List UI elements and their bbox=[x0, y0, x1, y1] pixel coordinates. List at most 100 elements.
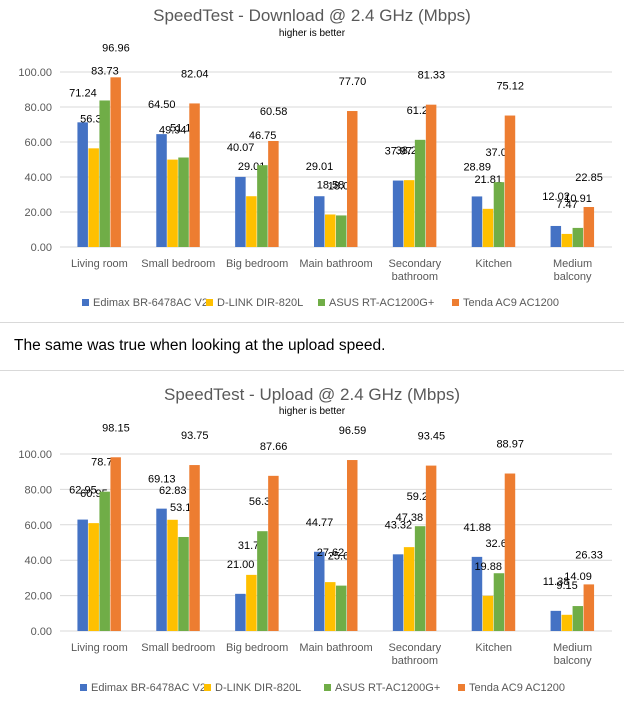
bar bbox=[246, 196, 257, 247]
data-label: 69.13 bbox=[148, 474, 176, 486]
bar bbox=[325, 582, 336, 631]
bar bbox=[156, 508, 167, 631]
y-tick-label: 60.00 bbox=[24, 137, 52, 149]
legend-swatch bbox=[318, 299, 325, 306]
data-label: 46.75 bbox=[249, 130, 277, 142]
data-label: 47.38 bbox=[396, 512, 424, 524]
bar bbox=[314, 551, 325, 631]
x-tick-label: balcony bbox=[554, 271, 592, 283]
data-label: 88.97 bbox=[496, 439, 524, 451]
bar bbox=[493, 573, 505, 631]
bar bbox=[88, 148, 99, 247]
x-tick-label: Kitchen bbox=[475, 258, 512, 270]
y-tick-label: 20.00 bbox=[24, 207, 52, 219]
bar bbox=[235, 176, 246, 247]
data-label: 27.62 bbox=[317, 547, 345, 559]
chart-title: SpeedTest - Download @ 2.4 GHz (Mbps) bbox=[153, 6, 471, 25]
x-tick-label: Main bathroom bbox=[299, 258, 372, 270]
data-label: 87.66 bbox=[260, 441, 288, 453]
data-label: 98.15 bbox=[102, 422, 130, 434]
legend-swatch bbox=[458, 684, 465, 691]
y-tick-label: 0.00 bbox=[31, 626, 52, 638]
x-tick-label: Living room bbox=[71, 642, 128, 654]
bar bbox=[110, 457, 121, 631]
data-label: 96.96 bbox=[102, 42, 130, 54]
data-label: 64.50 bbox=[148, 99, 176, 111]
chart-title: SpeedTest - Upload @ 2.4 GHz (Mbps) bbox=[164, 385, 460, 404]
divider-line bbox=[0, 370, 624, 371]
bar bbox=[336, 585, 347, 631]
legend-entry: Tenda AC9 AC1200 bbox=[469, 682, 565, 694]
data-label: 96.59 bbox=[339, 425, 367, 437]
data-label: 71.24 bbox=[69, 87, 97, 99]
data-label: 41.88 bbox=[463, 522, 491, 534]
bar bbox=[482, 208, 494, 247]
bar bbox=[425, 465, 437, 631]
bar bbox=[550, 610, 562, 631]
legend-entry: Edimax BR-6478AC V2 bbox=[93, 297, 208, 309]
data-label: 40.07 bbox=[227, 142, 255, 154]
bar bbox=[268, 140, 279, 247]
data-label: 26.33 bbox=[575, 549, 603, 561]
x-tick-label: Kitchen bbox=[475, 642, 512, 654]
bar bbox=[257, 531, 268, 631]
bar bbox=[403, 180, 415, 247]
download-chart-plot: 0.0020.0040.0060.0080.00100.0071.2456.38… bbox=[18, 42, 612, 309]
data-label: 10.91 bbox=[564, 193, 592, 205]
bar bbox=[88, 523, 99, 631]
bar bbox=[403, 547, 415, 631]
bar bbox=[99, 100, 110, 247]
data-label: 14.09 bbox=[564, 571, 592, 583]
data-label: 75.12 bbox=[496, 81, 524, 93]
y-tick-label: 40.00 bbox=[24, 555, 52, 567]
y-tick-label: 0.00 bbox=[31, 242, 52, 254]
bar bbox=[504, 115, 516, 247]
y-tick-label: 20.00 bbox=[24, 591, 52, 603]
y-tick-label: 100.00 bbox=[18, 449, 52, 461]
bar bbox=[99, 491, 110, 631]
bar bbox=[167, 159, 178, 247]
data-label: 12.02 bbox=[542, 191, 570, 203]
bar bbox=[482, 595, 494, 631]
legend-entry: Tenda AC9 AC1200 bbox=[463, 297, 559, 309]
y-tick-label: 100.00 bbox=[18, 67, 52, 79]
data-label: 44.77 bbox=[306, 517, 334, 529]
bar bbox=[268, 475, 279, 631]
x-tick-label: bathroom bbox=[392, 655, 438, 667]
upload-chart-plot: 0.0020.0040.0060.0080.00100.0062.9560.95… bbox=[18, 422, 612, 694]
data-label: 82.04 bbox=[181, 68, 209, 80]
bar bbox=[325, 214, 336, 247]
data-label: 9.15 bbox=[556, 580, 577, 592]
data-label: 83.73 bbox=[91, 65, 119, 77]
data-label: 93.45 bbox=[418, 431, 446, 443]
data-label: 21.00 bbox=[227, 559, 255, 571]
x-tick-label: Big bedroom bbox=[226, 642, 288, 654]
data-label: 29.01 bbox=[306, 161, 334, 173]
chart-subtitle: higher is better bbox=[278, 406, 346, 417]
x-tick-label: Secondary bbox=[389, 642, 442, 654]
bar bbox=[178, 536, 189, 631]
data-label: 22.85 bbox=[575, 172, 603, 184]
data-label: 62.95 bbox=[69, 485, 97, 497]
data-label: 81.33 bbox=[418, 70, 446, 82]
bar bbox=[156, 134, 167, 247]
y-tick-label: 60.00 bbox=[24, 520, 52, 532]
bar bbox=[189, 465, 200, 631]
upload-chart: SpeedTest - Upload @ 2.4 GHz (Mbps) high… bbox=[0, 372, 624, 703]
bar bbox=[235, 593, 246, 631]
bar bbox=[583, 207, 595, 247]
y-tick-label: 80.00 bbox=[24, 484, 52, 496]
body-text: The same was true when looking at the up… bbox=[14, 337, 386, 354]
legend-entry: D-LINK DIR-820L bbox=[215, 682, 301, 694]
legend-entry: ASUS RT-AC1200G+ bbox=[329, 297, 434, 309]
bar bbox=[189, 103, 200, 248]
x-tick-label: Main bathroom bbox=[299, 642, 372, 654]
legend-entry: Edimax BR-6478AC V2 bbox=[91, 682, 206, 694]
x-tick-label: Big bedroom bbox=[226, 258, 288, 270]
bar bbox=[77, 122, 88, 247]
x-tick-label: Small bedroom bbox=[141, 642, 215, 654]
bar bbox=[471, 196, 483, 247]
bar bbox=[314, 196, 325, 247]
x-tick-label: balcony bbox=[554, 655, 592, 667]
bar bbox=[77, 519, 88, 631]
